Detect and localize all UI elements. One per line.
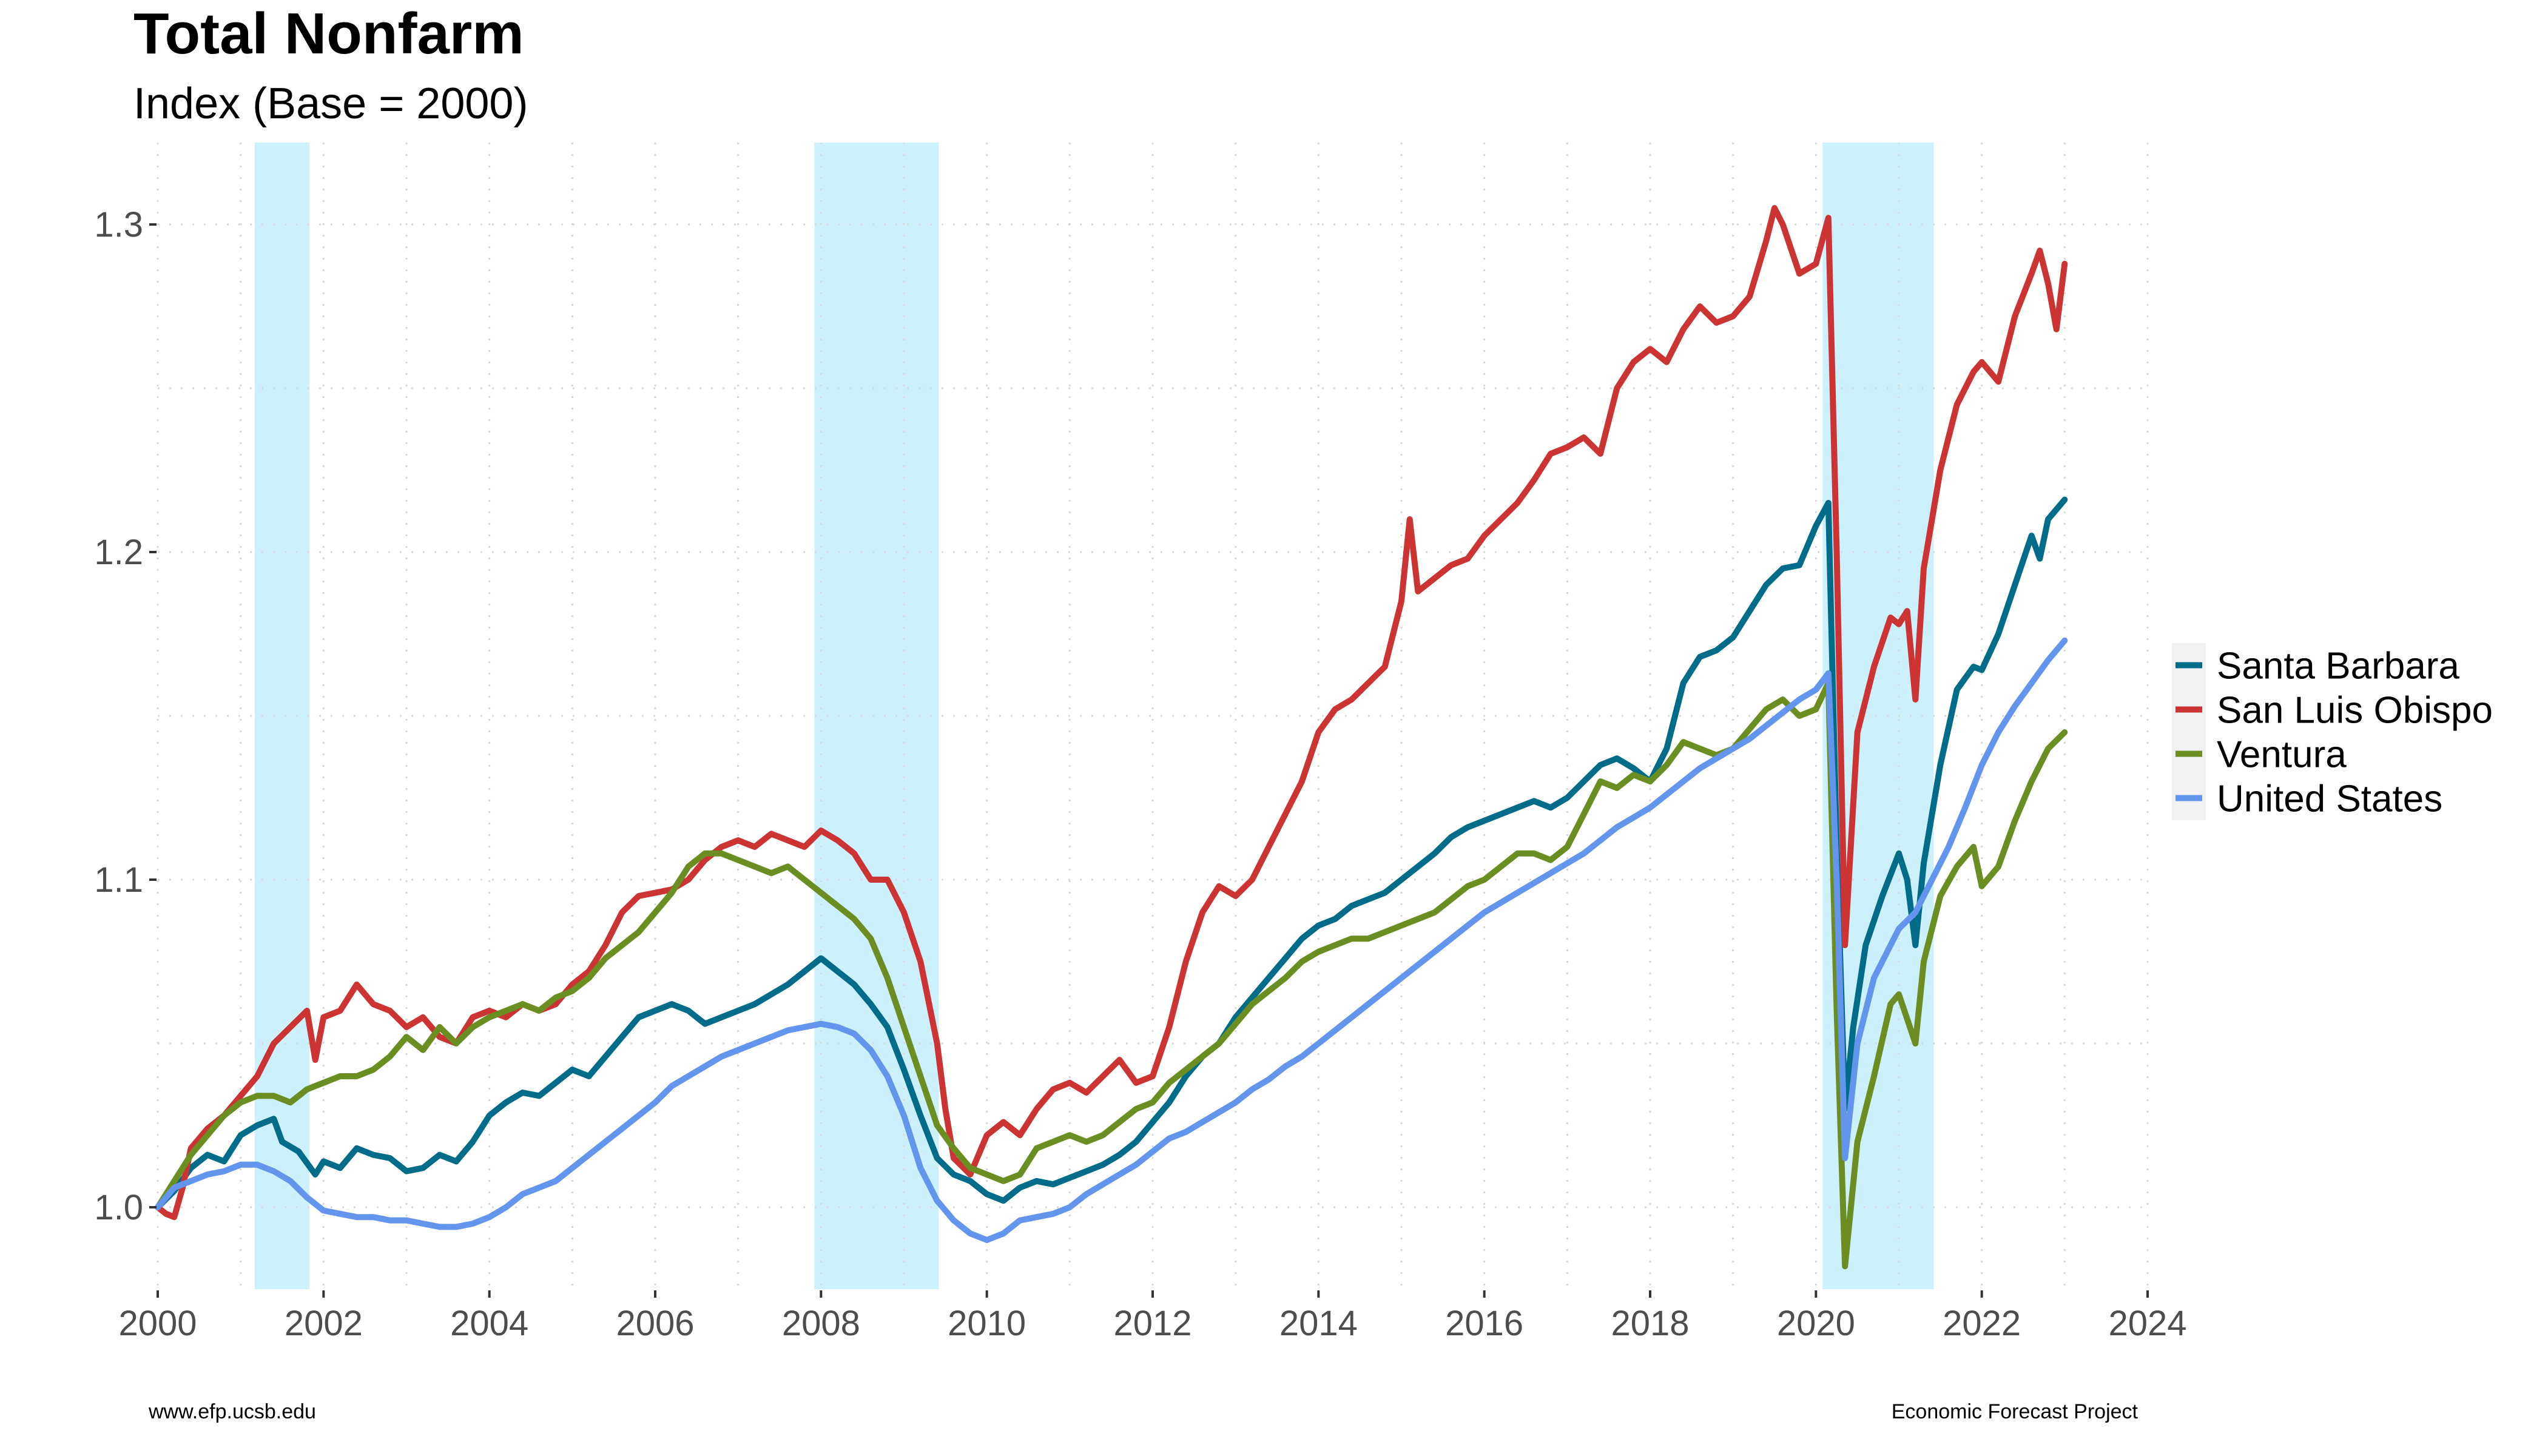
footer-credit: Economic Forecast Project: [1892, 1400, 2138, 1423]
x-tick-label-9: 2018: [1611, 1304, 1689, 1343]
x-tick-label-8: 2016: [1445, 1304, 1523, 1343]
series-santa-barbara: [155, 496, 2068, 1210]
chart-title: Total Nonfarm: [133, 1, 524, 66]
y-tick-label-3: 1.3: [94, 205, 143, 244]
x-tick-label-2: 2004: [450, 1304, 528, 1343]
y-axis: 1.0 1.1 1.2 1.3: [94, 205, 157, 1227]
legend-label-2: San Luis Obispo: [2217, 690, 2493, 732]
footer-source: www.efp.ucsb.edu: [148, 1400, 316, 1423]
x-tick-label-6: 2012: [1113, 1304, 1191, 1343]
recession-band-2: [814, 143, 939, 1289]
x-tick-label-5: 2010: [948, 1304, 1026, 1343]
x-tick-label-4: 2008: [782, 1304, 860, 1343]
chart-subtitle: Index (Base = 2000): [133, 79, 528, 128]
series-united-states: [155, 637, 2068, 1243]
x-tick-label-7: 2014: [1279, 1304, 1358, 1343]
legend-label-1: Santa Barbara: [2217, 645, 2459, 687]
x-tick-label-11: 2022: [1943, 1304, 2021, 1343]
y-tick-label-0: 1.0: [94, 1188, 143, 1227]
recession-bands: [254, 143, 1934, 1289]
x-axis: 2000 2002 2004 2006 2008 2010 2012 2014 2016 2018…: [118, 1290, 2187, 1343]
legend-label-4: United States: [2217, 778, 2442, 820]
y-tick-label-1: 1.1: [94, 860, 143, 900]
x-tick-label-3: 2006: [616, 1304, 694, 1343]
legend-key-background: [2172, 643, 2206, 820]
y-tick-label-2: 1.2: [94, 533, 143, 572]
x-tick-label-0: 2000: [118, 1304, 197, 1343]
legend-label-3: Ventura: [2217, 734, 2347, 776]
x-tick-label-12: 2024: [2108, 1304, 2186, 1343]
x-tick-label-1: 2002: [285, 1304, 363, 1343]
series-lines: [155, 205, 2068, 1270]
x-tick-label-10: 2020: [1777, 1304, 1855, 1343]
